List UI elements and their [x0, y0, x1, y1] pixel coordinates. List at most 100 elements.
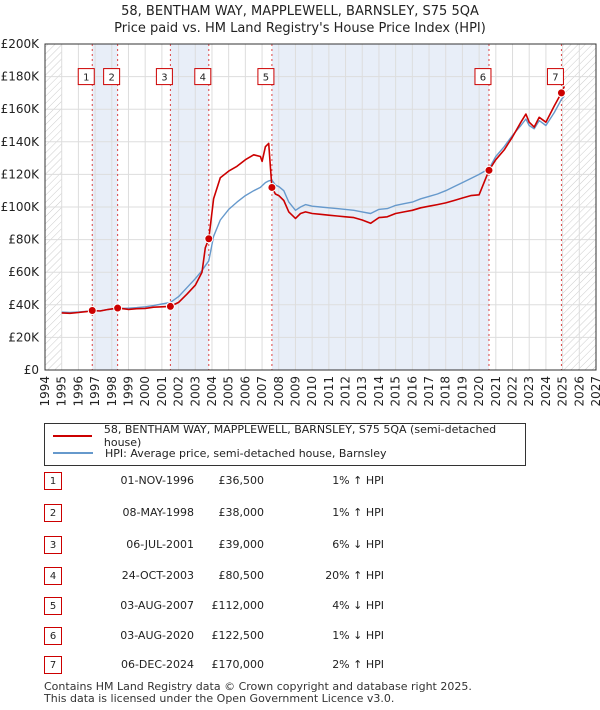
- sale-hpi-change: 20% ↑ HPI: [325, 569, 384, 582]
- sale-date: 06-DEC-2024: [120, 658, 194, 671]
- x-tick-label: 2016: [405, 376, 419, 407]
- legend-label-property: 58, BENTHAM WAY, MAPPLEWELL, BARNSLEY, S…: [103, 423, 497, 449]
- sale-date: 06-JUL-2001: [126, 538, 194, 551]
- y-tick-label: £20K: [8, 330, 40, 344]
- y-tick-label: £180K: [1, 70, 41, 84]
- y-tick-label: £60K: [8, 265, 40, 279]
- sale-number-badge: 5: [44, 597, 62, 615]
- x-tick-label: 2017: [422, 376, 436, 407]
- sale-number-badge: 1: [44, 472, 62, 490]
- sale-date: 01-NOV-1996: [120, 474, 194, 487]
- table-row: 3 06-JUL-2001 £39,000 6% ↓ HPI: [44, 536, 464, 556]
- x-tick-label: 1997: [88, 376, 102, 407]
- x-tick-label: 1994: [38, 376, 52, 407]
- sale-number-badge: 4: [44, 567, 62, 585]
- chart-title-line2: Price paid vs. HM Land Registry's House …: [114, 21, 486, 36]
- table-row: 1 01-NOV-1996 £36,500 1% ↑ HPI: [44, 472, 464, 492]
- sale-price: £170,000: [211, 658, 265, 671]
- sale-marker-label-2: 2: [108, 73, 114, 84]
- sale-point-7: [556, 88, 566, 98]
- table-row: 7 06-DEC-2024 £170,000 2% ↑ HPI: [44, 656, 464, 676]
- x-tick-label: 2012: [339, 376, 353, 407]
- chart-legend: 58, BENTHAM WAY, MAPPLEWELL, BARNSLEY, S…: [44, 423, 526, 466]
- x-tick-label: 2020: [472, 376, 486, 407]
- x-tick-label: 2015: [389, 376, 403, 407]
- sale-marker-box-1: [77, 68, 95, 86]
- y-tick-label: £200K: [1, 37, 41, 51]
- sale-price: £122,500: [211, 629, 265, 642]
- plot-border: [44, 43, 597, 371]
- x-tick-label: 2010: [305, 376, 319, 407]
- x-tick-label: 2004: [205, 376, 219, 407]
- table-row: 2 08-MAY-1998 £38,000 1% ↑ HPI: [44, 504, 464, 524]
- legend-label-hpi: HPI: Average price, semi-detached house,…: [105, 446, 387, 460]
- x-tick-label: 2000: [138, 376, 152, 407]
- table-row: 4 24-OCT-2003 £80,500 20% ↑ HPI: [44, 567, 464, 587]
- sale-point-6: [484, 165, 494, 175]
- sale-number-badge: 3: [44, 536, 62, 554]
- x-tick-label: 2024: [539, 376, 553, 407]
- x-tick-label: 2013: [355, 376, 369, 407]
- sale-marker-box-2: [103, 68, 121, 86]
- sale-marker-label-4: 4: [200, 73, 206, 84]
- sale-price: £80,500: [218, 569, 265, 582]
- x-tick-label: 2002: [172, 376, 186, 407]
- y-tick-label: £100K: [1, 200, 41, 214]
- x-tick-label: 1996: [71, 376, 85, 407]
- sale-marker-box-6: [474, 68, 492, 86]
- x-tick-label: 2009: [288, 376, 302, 407]
- sale-date: 24-OCT-2003: [121, 569, 194, 582]
- attribution-footer: Contains HM Land Registry data © Crown c…: [44, 681, 472, 705]
- footer-line1: Contains HM Land Registry data © Crown c…: [44, 680, 472, 693]
- legend-swatch-property: [53, 435, 92, 437]
- sale-hpi-change: 1% ↑ HPI: [332, 506, 384, 519]
- y-tick-label: £40K: [8, 298, 40, 312]
- y-tick-label: £140K: [1, 135, 41, 149]
- x-tick-label: 2001: [155, 376, 169, 407]
- x-tick-label: 2003: [188, 376, 202, 407]
- sale-marker-box-5: [257, 68, 275, 86]
- footer-line2: This data is licensed under the Open Gov…: [44, 692, 395, 705]
- sale-hpi-change: 1% ↓ HPI: [332, 629, 384, 642]
- x-tick-label: 2022: [506, 376, 520, 407]
- chart-title-line1: 58, BENTHAM WAY, MAPPLEWELL, BARNSLEY, S…: [121, 4, 479, 19]
- sale-point-4: [204, 234, 214, 244]
- x-tick-label: 2025: [556, 376, 570, 407]
- y-tick-label: £160K: [1, 102, 41, 116]
- sale-hpi-change: 2% ↑ HPI: [332, 658, 384, 671]
- sale-number-badge: 2: [44, 504, 62, 522]
- x-tick-label: 1999: [121, 376, 135, 407]
- sale-price: £39,000: [218, 538, 265, 551]
- x-tick-label: 2007: [255, 376, 269, 407]
- y-tick-label: £80K: [8, 233, 40, 247]
- x-tick-label: 2011: [322, 376, 336, 407]
- x-tick-label: 2023: [522, 376, 536, 407]
- x-tick-label: 2018: [439, 376, 453, 407]
- x-tick-label: 2006: [238, 376, 252, 407]
- sale-marker-label-6: 6: [480, 73, 486, 84]
- sale-date: 08-MAY-1998: [122, 506, 194, 519]
- table-row: 5 03-AUG-2007 £112,000 4% ↓ HPI: [44, 597, 464, 617]
- sale-date: 03-AUG-2007: [120, 599, 194, 612]
- sale-marker-label-7: 7: [552, 73, 558, 84]
- sale-price: £36,500: [218, 474, 265, 487]
- sale-hpi-change: 6% ↓ HPI: [332, 538, 384, 551]
- sale-point-5: [267, 182, 277, 192]
- x-tick-label: 2014: [372, 376, 386, 407]
- sale-point-1: [87, 306, 97, 316]
- x-tick-label: 2021: [489, 376, 503, 407]
- x-tick-label: 2019: [455, 376, 469, 407]
- sale-marker-box-7: [546, 68, 564, 86]
- price-chart: 1 2 3 4 5 6 7 £0 £20K £40K £60K £80K £100K £120K £140K…: [1, 37, 600, 407]
- sale-hpi-change: 1% ↑ HPI: [332, 474, 384, 487]
- sale-price: £38,000: [218, 506, 265, 519]
- sale-date: 03-AUG-2020: [120, 629, 194, 642]
- x-tick-label: 2026: [572, 376, 586, 407]
- sale-number-badge: 7: [44, 656, 62, 674]
- x-tick-label: 1995: [55, 376, 69, 407]
- x-tick-label: 1998: [105, 376, 119, 407]
- sale-point-3: [165, 301, 175, 311]
- sale-marker-label-5: 5: [263, 73, 269, 84]
- sale-price: £112,000: [211, 599, 265, 612]
- sale-marker-box-4: [194, 68, 212, 86]
